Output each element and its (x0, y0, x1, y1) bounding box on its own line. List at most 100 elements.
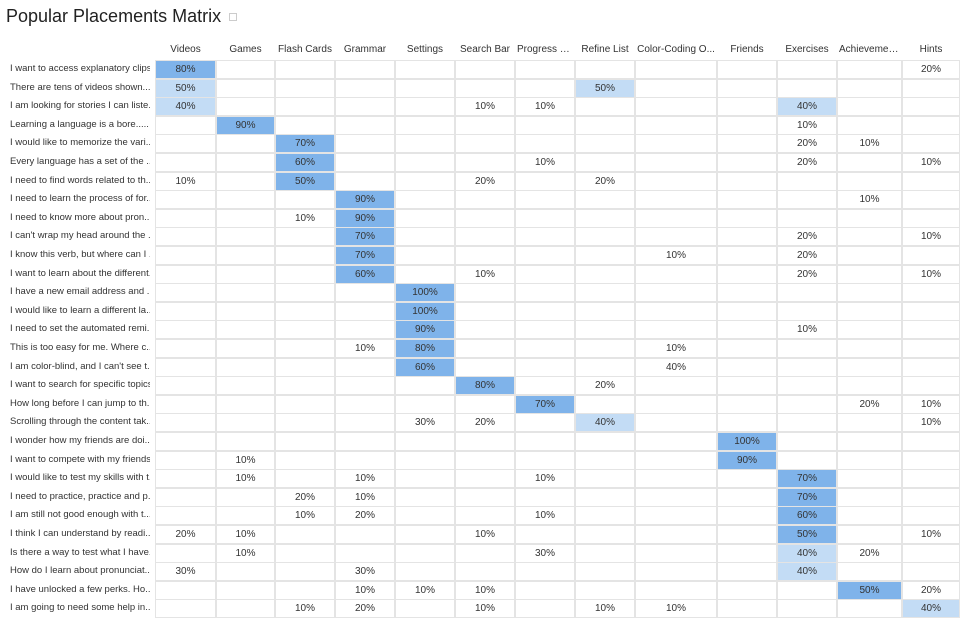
matrix-cell (395, 97, 455, 117)
matrix-cell: 20% (275, 487, 335, 507)
matrix-cell (155, 506, 216, 526)
matrix-cell: 70% (335, 246, 395, 266)
matrix-cell (216, 97, 275, 117)
row-label: I have a new email address and ... (10, 286, 150, 298)
matrix-cell: 80% (155, 60, 216, 80)
matrix-cell (216, 562, 275, 582)
matrix-cell: 100% (717, 432, 777, 452)
matrix-cell (455, 469, 515, 489)
matrix-cell (155, 153, 216, 173)
page-title: Popular Placements Matrix (6, 6, 238, 27)
matrix-cell (155, 543, 216, 563)
matrix-cell (902, 506, 960, 526)
matrix-cell (575, 432, 635, 452)
matrix-cell (717, 525, 777, 545)
matrix-cell: 10% (216, 525, 275, 545)
row-label: I would like to memorize the vari... (10, 137, 150, 149)
matrix-cell (837, 153, 902, 173)
matrix-cell (155, 394, 216, 414)
matrix-cell: 10% (515, 469, 575, 489)
matrix-cell (275, 580, 335, 600)
matrix-cell (216, 78, 275, 98)
matrix-cell (335, 283, 395, 303)
matrix-cell (717, 357, 777, 377)
matrix-cell (902, 357, 960, 377)
matrix-cell (515, 413, 575, 433)
matrix-cell (216, 171, 275, 191)
matrix-cell (515, 432, 575, 452)
matrix-cell: 10% (902, 394, 960, 414)
matrix-cell (837, 320, 902, 340)
matrix-cell: 30% (335, 562, 395, 582)
matrix-cell: 10% (635, 599, 717, 619)
matrix-cell (575, 525, 635, 545)
matrix-cell (837, 506, 902, 526)
matrix-cell: 20% (777, 246, 837, 266)
matrix-cell (777, 339, 837, 359)
matrix-cell (902, 134, 960, 154)
matrix-cell (455, 283, 515, 303)
matrix-cell (777, 580, 837, 600)
matrix-cell (275, 413, 335, 433)
matrix-cell: 10% (455, 264, 515, 284)
row-label: I am still not good enough with t... (10, 509, 150, 521)
row-label: I would like to learn a different la... (10, 304, 150, 316)
matrix-cell: 10% (335, 339, 395, 359)
matrix-cell (395, 469, 455, 489)
matrix-cell: 20% (777, 227, 837, 247)
matrix-cell: 90% (717, 450, 777, 470)
matrix-cell: 10% (335, 469, 395, 489)
matrix-cell (275, 469, 335, 489)
matrix-cell (902, 320, 960, 340)
matrix-cell (455, 78, 515, 98)
matrix-cell (216, 320, 275, 340)
matrix-cell: 20% (455, 413, 515, 433)
matrix-cell (777, 432, 837, 452)
matrix-cell (575, 339, 635, 359)
matrix-cell (777, 394, 837, 414)
matrix-cell (395, 171, 455, 191)
matrix-cell (455, 60, 515, 80)
matrix-cell: 40% (777, 97, 837, 117)
matrix-cell (335, 60, 395, 80)
matrix-cell: 10% (837, 190, 902, 210)
matrix-cell (575, 134, 635, 154)
matrix-cell (275, 97, 335, 117)
matrix-cell (635, 227, 717, 247)
matrix-cell (902, 283, 960, 303)
matrix-cell: 30% (515, 543, 575, 563)
matrix-cell: 20% (777, 153, 837, 173)
matrix-cell: 10% (216, 543, 275, 563)
matrix-cell: 80% (455, 376, 515, 396)
expand-icon[interactable] (229, 13, 238, 22)
matrix-cell (155, 413, 216, 433)
matrix-cell (635, 469, 717, 489)
matrix-cell (635, 60, 717, 80)
column-header: Color-Coding O... (637, 44, 715, 55)
matrix-cell (777, 208, 837, 228)
column-header: Progress Bar (517, 44, 573, 55)
matrix-cell (837, 432, 902, 452)
matrix-cell (275, 357, 335, 377)
matrix-cell (515, 171, 575, 191)
row-label: I am going to need some help in... (10, 602, 150, 614)
matrix-cell (155, 246, 216, 266)
matrix-cell (515, 320, 575, 340)
matrix-cell (515, 208, 575, 228)
matrix-cell: 10% (902, 153, 960, 173)
matrix-cell (575, 283, 635, 303)
matrix-cell (515, 115, 575, 135)
matrix-cell (395, 115, 455, 135)
matrix-cell (395, 506, 455, 526)
matrix-cell (515, 283, 575, 303)
matrix-cell (635, 580, 717, 600)
matrix-cell: 90% (335, 190, 395, 210)
row-label: I wonder how my friends are doi... (10, 435, 150, 446)
matrix-cell (777, 413, 837, 433)
matrix-cell: 10% (216, 469, 275, 489)
matrix-cell (837, 283, 902, 303)
matrix-cell (395, 153, 455, 173)
matrix-cell (515, 580, 575, 600)
matrix-cell: 10% (275, 506, 335, 526)
matrix-cell (455, 301, 515, 321)
